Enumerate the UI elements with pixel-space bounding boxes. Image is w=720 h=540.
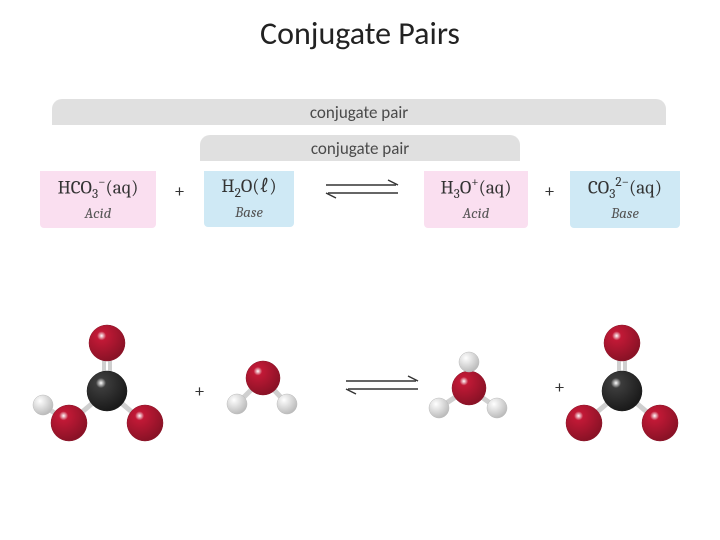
- bracket-diagram: conjugate pair conjugate pair: [40, 99, 680, 171]
- formula-h3o: H3O+(aq): [430, 175, 522, 202]
- plus-operator-1: +: [174, 179, 185, 202]
- molecule-h3o: [427, 350, 509, 425]
- formula-hco3: HCO3−(aq): [46, 175, 150, 202]
- formula-h2o: H2O(ℓ): [210, 175, 288, 201]
- plus-operator-mol-1: +: [194, 379, 205, 402]
- species-co3: CO32−(aq) Base: [570, 171, 680, 228]
- species-h2o: H2O(ℓ) Base: [204, 171, 294, 227]
- species-hco3: HCO3−(aq) Acid: [40, 171, 156, 228]
- species-h3o: H3O+(aq) Acid: [424, 171, 528, 228]
- molecule-hco3: [31, 323, 165, 448]
- formula-co3: CO32−(aq): [576, 175, 674, 202]
- equilibrium-arrow-mol-icon: [342, 373, 422, 402]
- outer-conjugate-pair-label: conjugate pair: [52, 99, 666, 125]
- molecule-row: + +: [40, 309, 680, 469]
- molecule-h2o: [225, 359, 299, 421]
- role-h2o: Base: [210, 203, 288, 221]
- role-h3o: Acid: [430, 204, 522, 222]
- plus-operator-2: +: [544, 179, 555, 202]
- molecule-co3: [564, 323, 680, 448]
- role-co3: Base: [576, 204, 674, 222]
- equation-row: + + HCO3−(aq) Acid H2O(ℓ) Base H3O+(aq) Acid C…: [40, 171, 680, 249]
- page-title: Conjugate Pairs: [0, 0, 720, 53]
- role-hco3: Acid: [46, 204, 150, 222]
- equilibrium-arrow-icon: [322, 177, 402, 206]
- inner-conjugate-pair-label: conjugate pair: [200, 135, 520, 161]
